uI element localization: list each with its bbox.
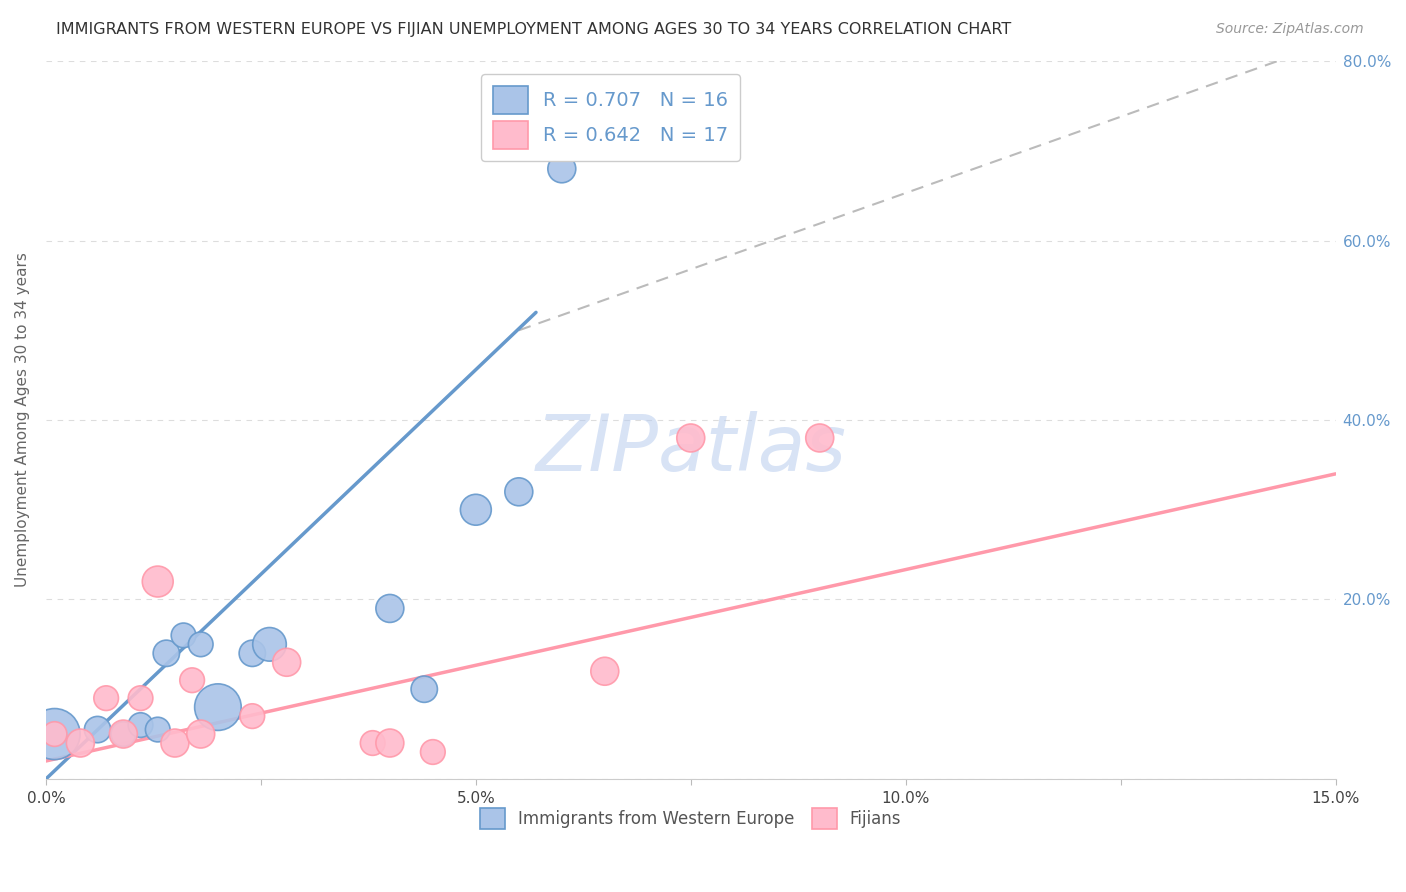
Point bbox=[86, 723, 108, 737]
Point bbox=[679, 431, 702, 445]
Point bbox=[240, 709, 263, 723]
Point bbox=[464, 502, 486, 516]
Point bbox=[44, 727, 66, 741]
Point bbox=[508, 484, 530, 499]
Point bbox=[207, 700, 229, 714]
Legend: Immigrants from Western Europe, Fijians: Immigrants from Western Europe, Fijians bbox=[474, 802, 908, 835]
Point bbox=[190, 727, 212, 741]
Text: ZIPatlas: ZIPatlas bbox=[536, 410, 846, 487]
Point bbox=[190, 637, 212, 651]
Point bbox=[173, 628, 195, 642]
Point bbox=[44, 727, 66, 741]
Point bbox=[361, 736, 384, 750]
Point bbox=[94, 691, 117, 706]
Point bbox=[69, 736, 91, 750]
Point bbox=[129, 718, 152, 732]
Point bbox=[240, 646, 263, 660]
Point bbox=[413, 682, 436, 697]
Y-axis label: Unemployment Among Ages 30 to 34 years: Unemployment Among Ages 30 to 34 years bbox=[15, 252, 30, 588]
Point bbox=[129, 691, 152, 706]
Point bbox=[808, 431, 831, 445]
Text: Source: ZipAtlas.com: Source: ZipAtlas.com bbox=[1216, 22, 1364, 37]
Point bbox=[259, 637, 281, 651]
Point bbox=[422, 745, 444, 759]
Point bbox=[276, 655, 298, 669]
Point bbox=[551, 161, 574, 176]
Text: IMMIGRANTS FROM WESTERN EUROPE VS FIJIAN UNEMPLOYMENT AMONG AGES 30 TO 34 YEARS : IMMIGRANTS FROM WESTERN EUROPE VS FIJIAN… bbox=[56, 22, 1011, 37]
Point bbox=[378, 736, 401, 750]
Point bbox=[155, 646, 177, 660]
Point bbox=[593, 665, 616, 679]
Point bbox=[163, 736, 186, 750]
Point bbox=[146, 723, 169, 737]
Point bbox=[378, 601, 401, 615]
Point bbox=[112, 727, 135, 741]
Point bbox=[112, 727, 135, 741]
Point bbox=[146, 574, 169, 589]
Point bbox=[181, 673, 204, 688]
